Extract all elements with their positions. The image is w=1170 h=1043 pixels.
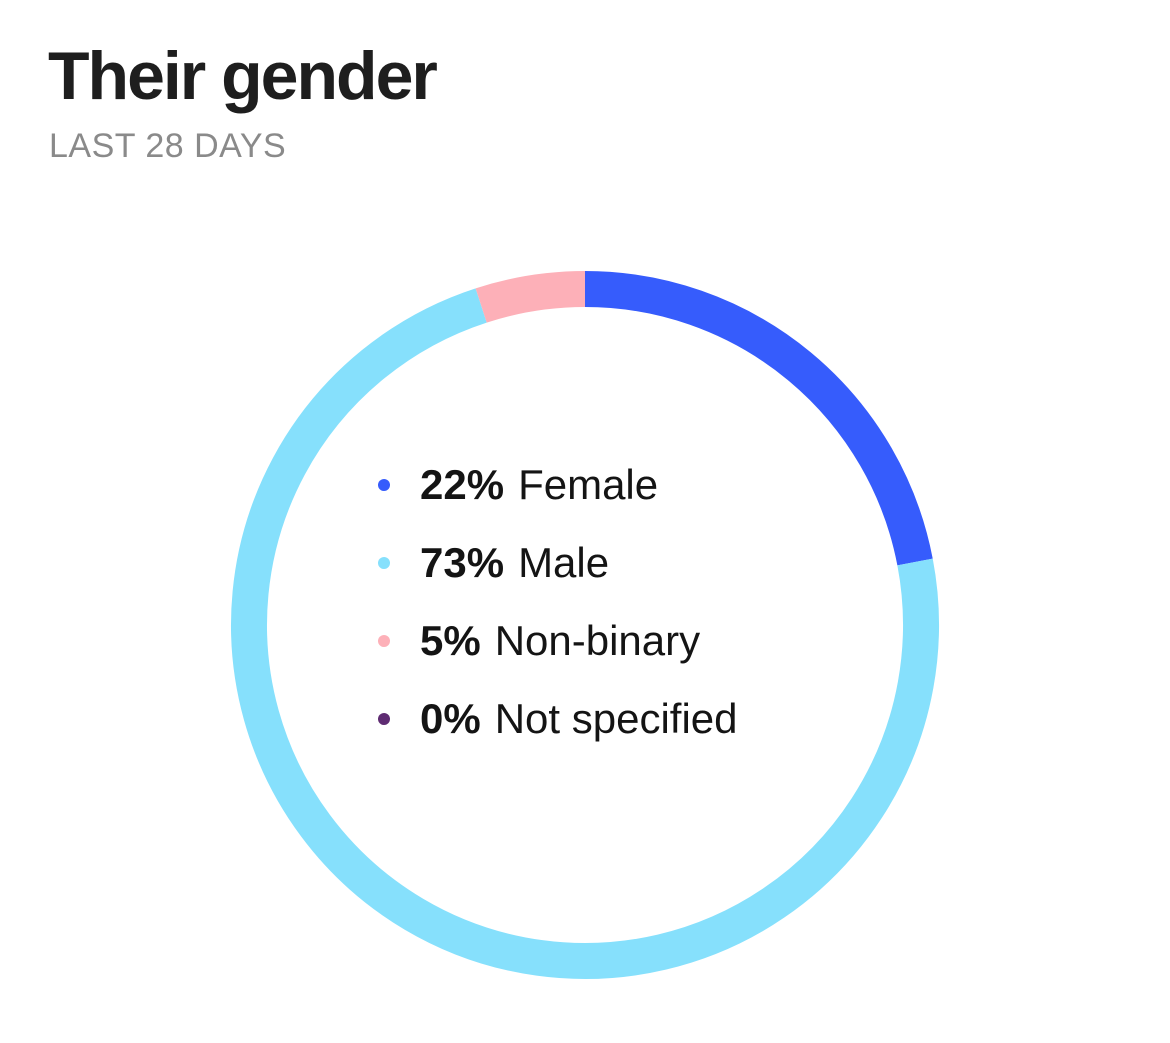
legend-item-non-binary: 5% Non-binary xyxy=(372,602,738,680)
legend-dot-not-specified xyxy=(378,713,390,725)
legend-dot-male xyxy=(378,557,390,569)
donut-slice-female xyxy=(584,271,933,566)
donut-slice-male xyxy=(231,288,939,979)
legend-dot-non-binary xyxy=(378,635,390,647)
legend-item-not-specified: 0% Not specified xyxy=(372,680,738,758)
legend-dot-female xyxy=(378,479,390,491)
legend-percent-female: 22% xyxy=(420,461,505,508)
legend-label-male: Male xyxy=(518,539,610,586)
chart-legend: 22% Female 73% Male 5% Non-binary 0% Not specif… xyxy=(372,446,738,758)
legend-label-non-binary: Non-binary xyxy=(494,617,701,664)
legend-percent-male: 73% xyxy=(420,539,505,586)
legend-label-not-specified: Not specified xyxy=(494,695,738,742)
legend-percent-non-binary: 5% xyxy=(420,617,481,664)
legend-item-female: 22% Female xyxy=(372,446,738,524)
donut-slice-non-binary xyxy=(475,271,586,323)
legend-item-male: 73% Male xyxy=(372,524,738,602)
legend-percent-not-specified: 0% xyxy=(420,695,481,742)
chart-title: Their gender xyxy=(48,38,438,114)
date-range-label: LAST 28 DAYS xyxy=(49,127,287,165)
legend-label-female: Female xyxy=(518,461,659,508)
